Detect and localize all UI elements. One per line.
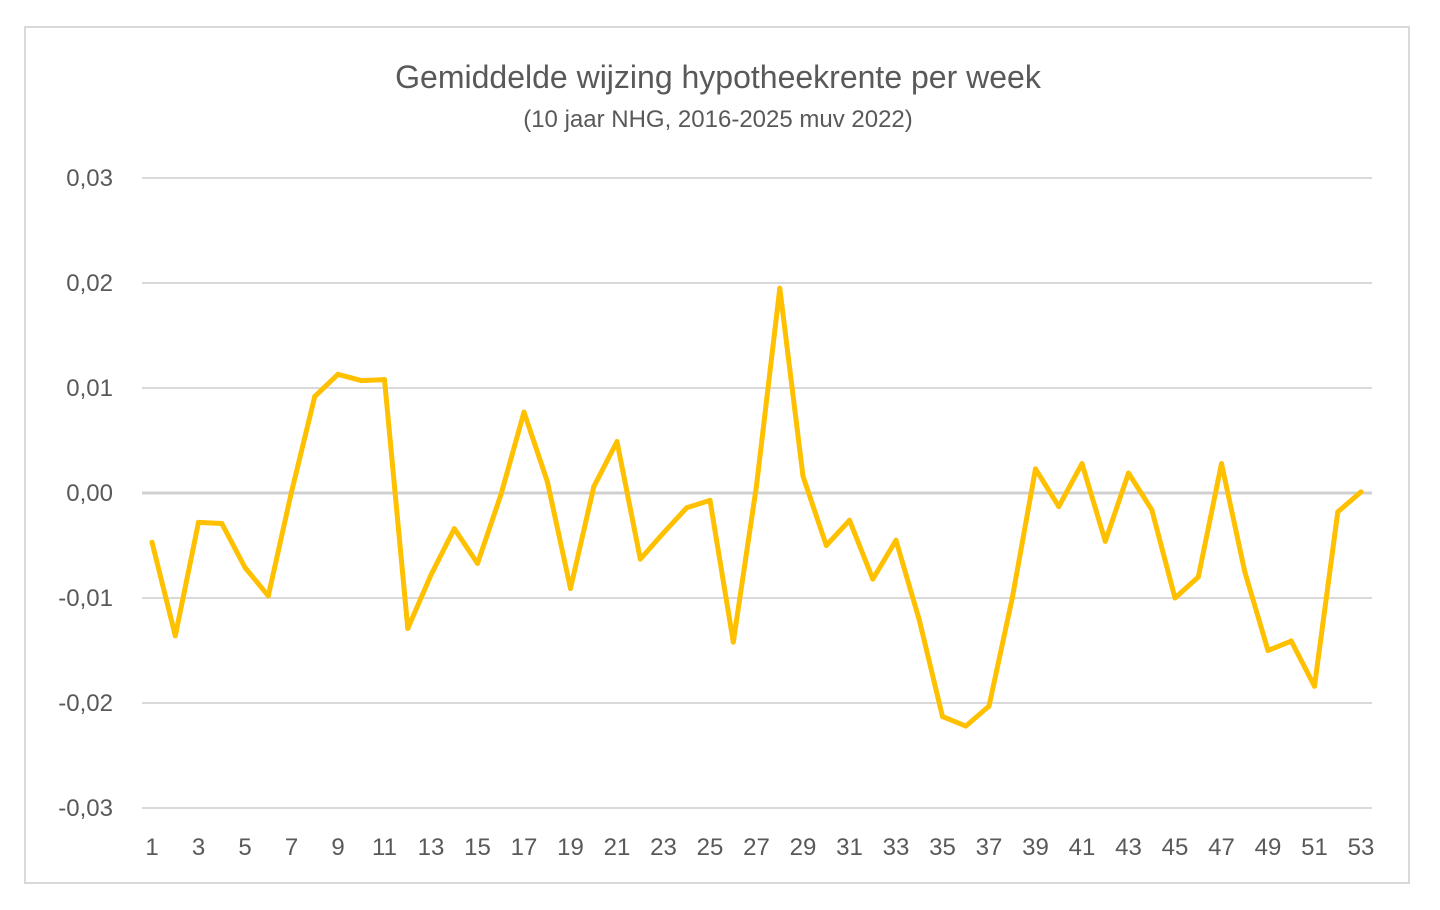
data-point [637, 556, 643, 562]
x-tick-label: 27 [743, 834, 770, 861]
x-tick-label: 29 [790, 834, 817, 861]
data-point [870, 576, 876, 582]
data-point [1172, 595, 1178, 601]
data-point [382, 377, 387, 383]
x-tick-label: 11 [372, 834, 397, 861]
gridlines [142, 177, 1372, 809]
data-point [707, 497, 713, 503]
data-point [893, 537, 899, 543]
data-point [405, 625, 411, 631]
x-tick-label: 31 [836, 834, 863, 861]
data-point [1335, 509, 1341, 515]
data-point [591, 484, 597, 490]
data-point [1358, 489, 1364, 495]
data-point [521, 409, 527, 415]
y-tick-label: 0,00 [66, 480, 113, 507]
x-tick-label: 5 [238, 834, 251, 861]
data-point [800, 473, 806, 479]
data-point [498, 492, 504, 498]
x-tick-label: 7 [285, 834, 298, 861]
x-tick-label: 1 [145, 834, 158, 861]
data-point [754, 483, 759, 489]
x-tick-label: 15 [464, 834, 491, 861]
x-tick-label: 51 [1301, 834, 1328, 861]
x-tick-label: 35 [929, 834, 956, 861]
data-point [428, 572, 434, 578]
x-tick-label: 43 [1115, 834, 1142, 861]
data-point [1102, 538, 1108, 544]
data-point [614, 439, 620, 445]
x-tick-label: 47 [1208, 834, 1235, 861]
data-point [1242, 569, 1248, 575]
data-point [451, 526, 457, 532]
data-point [544, 478, 550, 484]
x-tick-label: 19 [557, 834, 584, 861]
x-tick-label: 9 [331, 834, 344, 861]
y-tick-label: -0,03 [58, 795, 113, 822]
data-point [335, 371, 341, 377]
data-point [242, 565, 248, 571]
data-point [684, 505, 690, 511]
x-tick-label: 25 [697, 834, 724, 861]
data-point [219, 520, 225, 526]
series-group [149, 285, 1364, 729]
data-point [568, 586, 573, 592]
y-tick-label: -0,01 [58, 585, 113, 612]
data-point [358, 378, 364, 384]
data-point [475, 560, 480, 566]
x-tick-label: 21 [604, 834, 631, 861]
data-point [1056, 504, 1062, 510]
x-tick-label: 3 [192, 834, 205, 861]
x-tick-label: 41 [1069, 834, 1096, 861]
x-axis-labels: 1 3 5 7 9 11 13 15 17 19 21 23 25 27 29 31 33 35 37 39 41 43 4… [145, 834, 1374, 861]
data-point [1288, 638, 1294, 644]
x-tick-label: 49 [1255, 834, 1282, 861]
x-tick-label: 17 [511, 834, 538, 861]
y-tick-label: 0,02 [66, 270, 113, 297]
data-point [1312, 683, 1317, 689]
y-tick-label: 0,03 [66, 165, 113, 192]
data-point [963, 723, 969, 729]
y-axis-labels: 0,03 0,02 0,01 0,00 -0,01 -0,02 -0,03 [58, 165, 113, 822]
data-point [1126, 470, 1131, 476]
data-point [1079, 461, 1085, 467]
data-point [1149, 507, 1155, 513]
series-line [149, 285, 1364, 729]
data-point [289, 489, 294, 495]
x-tick-label: 37 [976, 834, 1003, 861]
x-tick-label: 33 [883, 834, 910, 861]
data-point [1219, 461, 1224, 467]
chart-frame [24, 26, 1410, 884]
data-point [730, 639, 736, 645]
data-point [847, 517, 852, 523]
data-point [1265, 648, 1271, 653]
data-point [916, 617, 922, 623]
chart-subtitle: (10 jaar NHG, 2016-2025 muv 2022) [523, 106, 913, 133]
data-point [149, 539, 155, 545]
data-point [1009, 595, 1015, 601]
data-point [196, 519, 201, 525]
chart-title: Gemiddelde wijzing hypotheekrente per we… [395, 59, 1042, 95]
data-point [777, 285, 783, 291]
x-tick-label: 13 [418, 834, 445, 861]
data-point [1195, 574, 1201, 580]
y-tick-label: 0,01 [66, 375, 113, 402]
data-point [823, 543, 829, 548]
data-point [1033, 466, 1038, 472]
data-point [312, 393, 318, 399]
data-point [172, 633, 178, 639]
data-point [940, 714, 945, 720]
data-point [986, 703, 992, 709]
x-tick-label: 23 [650, 834, 677, 861]
x-tick-label: 39 [1022, 834, 1049, 861]
data-point [265, 593, 271, 599]
x-tick-label: 53 [1348, 834, 1375, 861]
x-tick-label: 45 [1162, 834, 1189, 861]
y-tick-label: -0,02 [58, 690, 113, 717]
data-point [661, 530, 666, 536]
